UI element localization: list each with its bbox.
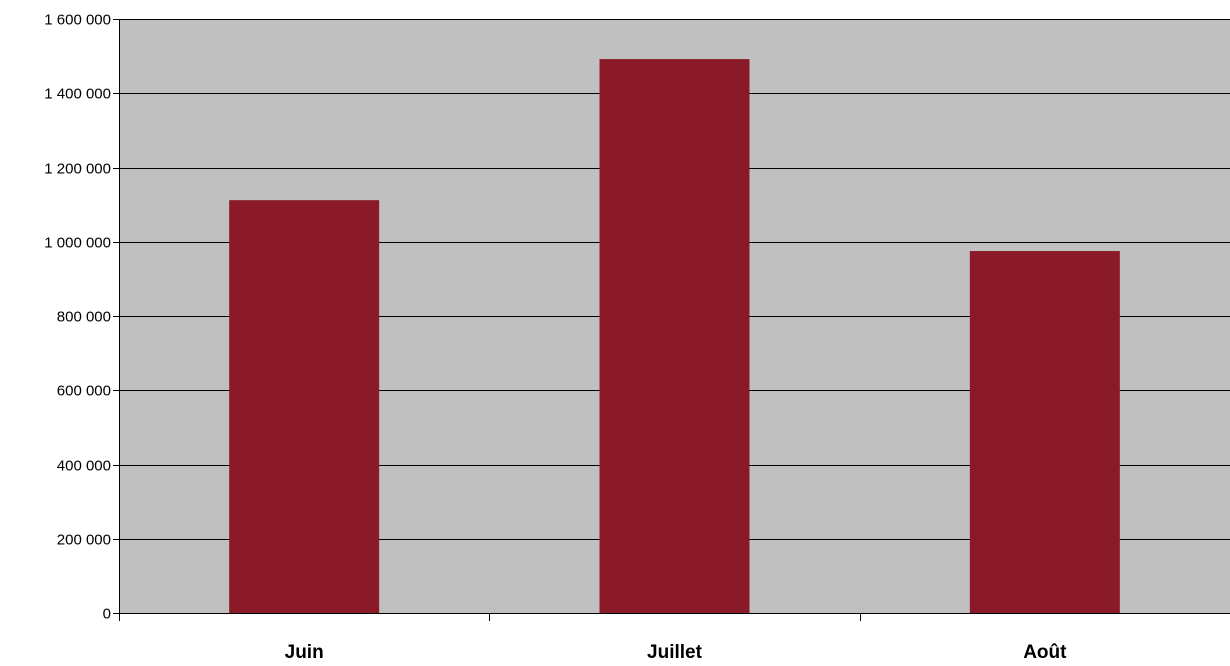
y-tick-label: 1 200 000 (44, 161, 111, 178)
x-category-label: Juin (285, 642, 324, 663)
bars (229, 59, 1120, 614)
x-category-label: Juillet (647, 642, 703, 663)
y-tick-label: 1 400 000 (44, 86, 111, 103)
y-tick-labels: 0 200 000 400 000 600 000 800 000 1 000 000 1 … (44, 12, 111, 623)
bar-1 (599, 59, 750, 614)
bar-0 (229, 200, 380, 614)
bar-2 (969, 251, 1120, 613)
y-tick-label: 400 000 (57, 458, 111, 475)
x-tick-labels: Juin Juillet Août (285, 642, 1067, 663)
y-tick-label: 800 000 (57, 309, 111, 326)
y-tick-label: 1 600 000 (44, 12, 111, 29)
y-tick-label: 0 (103, 606, 111, 623)
y-tick-label: 200 000 (57, 532, 111, 549)
y-tick-label: 600 000 (57, 383, 111, 400)
axes (113, 19, 1230, 621)
x-category-label: Août (1023, 642, 1067, 663)
y-tick-label: 1 000 000 (44, 235, 111, 252)
